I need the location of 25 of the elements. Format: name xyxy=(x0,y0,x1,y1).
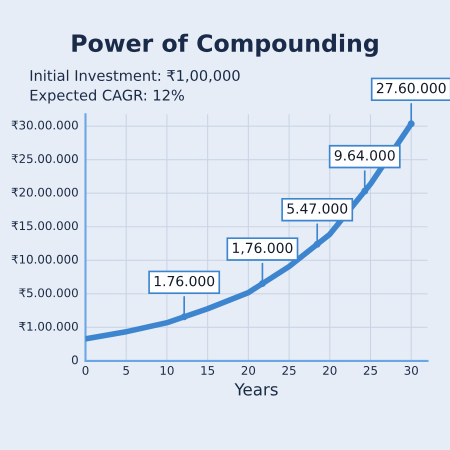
annotation: 27.60.000 xyxy=(376,82,446,94)
x-tick-label: 25 xyxy=(364,366,377,375)
chart-subtitle: Initial Investment: ₹1,00,000 Expected CAGR: 12% xyxy=(30,70,240,104)
text: ₹1.00.000 xyxy=(19,322,78,331)
x-tick-label: 30 xyxy=(404,366,418,375)
annotation: 1.76.000 xyxy=(154,276,214,286)
text: ₹10.00.000 xyxy=(12,254,78,264)
text: ₹25.00.000 xyxy=(12,154,78,164)
annotation: 9.64.000 xyxy=(334,150,395,161)
text: ₹30.00.000 xyxy=(12,120,78,130)
text: 0 xyxy=(72,355,78,364)
x-tick-label: 10 xyxy=(160,366,174,375)
text: ₹15.00.000 xyxy=(12,221,78,230)
x-axis-title: Years xyxy=(234,383,278,396)
text: ₹20.00.000 xyxy=(12,188,78,197)
x-tick-label: 0 xyxy=(82,366,88,375)
annotation: 1,76.000 xyxy=(233,242,292,255)
x-tick-label: 15 xyxy=(201,366,214,375)
text: ₹5.00.000 xyxy=(19,288,78,298)
x-tick-label: 20 xyxy=(323,366,337,375)
x-tick-label: 5 xyxy=(123,366,129,375)
x-tick-label: 25 xyxy=(282,366,296,375)
chart-title: Power of Compounding xyxy=(72,34,378,57)
x-tick-label: 20 xyxy=(242,366,256,375)
annotation: 5.47.000 xyxy=(287,203,348,214)
